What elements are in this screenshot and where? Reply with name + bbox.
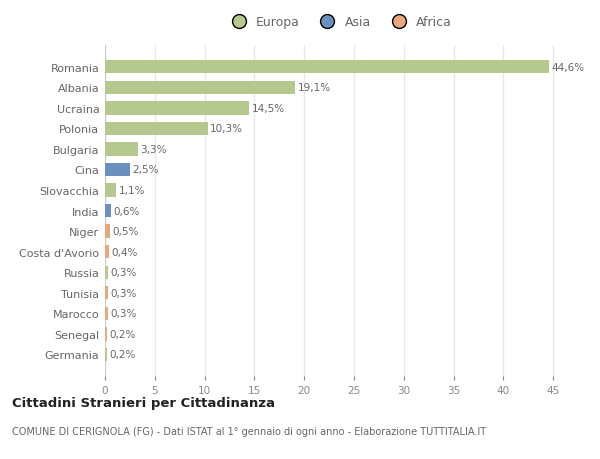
Text: 3,3%: 3,3% [140, 145, 167, 155]
Text: 0,2%: 0,2% [109, 350, 136, 360]
Text: 2,5%: 2,5% [133, 165, 159, 175]
Bar [105, 163, 130, 177]
Text: 0,2%: 0,2% [109, 329, 136, 339]
Text: 1,1%: 1,1% [118, 185, 145, 196]
Bar [105, 246, 109, 259]
Bar [105, 286, 108, 300]
Text: 44,6%: 44,6% [551, 62, 585, 73]
Bar [105, 102, 250, 115]
Bar [105, 204, 111, 218]
Bar [105, 307, 108, 320]
Text: COMUNE DI CERIGNOLA (FG) - Dati ISTAT al 1° gennaio di ogni anno - Elaborazione : COMUNE DI CERIGNOLA (FG) - Dati ISTAT al… [12, 426, 486, 436]
Text: 14,5%: 14,5% [252, 104, 285, 113]
Text: Cittadini Stranieri per Cittadinanza: Cittadini Stranieri per Cittadinanza [12, 396, 275, 409]
Bar [105, 81, 295, 95]
Legend: Europa, Asia, Africa: Europa, Asia, Africa [222, 12, 456, 33]
Bar [105, 348, 107, 361]
Text: 0,3%: 0,3% [110, 309, 137, 319]
Bar [105, 328, 107, 341]
Bar [105, 225, 110, 238]
Bar [105, 143, 138, 156]
Bar [105, 61, 549, 74]
Text: 0,6%: 0,6% [113, 206, 140, 216]
Text: 0,3%: 0,3% [110, 268, 137, 278]
Text: 0,3%: 0,3% [110, 288, 137, 298]
Bar [105, 184, 116, 197]
Bar [105, 266, 108, 280]
Text: 0,4%: 0,4% [112, 247, 138, 257]
Text: 10,3%: 10,3% [210, 124, 243, 134]
Bar [105, 123, 208, 136]
Text: 0,5%: 0,5% [112, 227, 139, 237]
Text: 19,1%: 19,1% [298, 83, 331, 93]
